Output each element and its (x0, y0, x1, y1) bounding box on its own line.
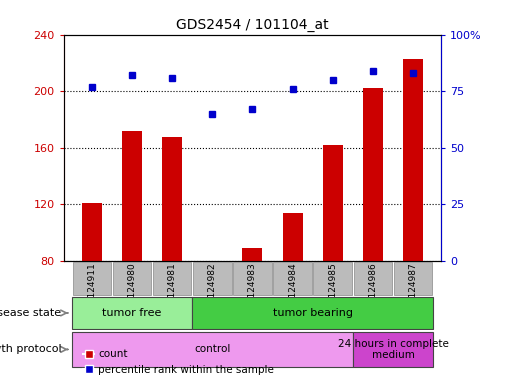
Bar (153, 262, 191, 295)
Text: GSM124980: GSM124980 (127, 263, 136, 317)
Text: growth protocol: growth protocol (0, 344, 61, 354)
Bar (352, 332, 432, 367)
Text: GSM124982: GSM124982 (207, 263, 216, 317)
Bar (322, 145, 342, 374)
Bar (362, 88, 382, 374)
Text: GSM124986: GSM124986 (367, 263, 377, 317)
Text: GSM124984: GSM124984 (288, 263, 297, 317)
Bar (81, 203, 102, 374)
Text: GSM124983: GSM124983 (247, 263, 257, 317)
Bar (72, 332, 352, 367)
Bar (192, 262, 231, 295)
Bar (72, 262, 111, 295)
Bar (72, 297, 192, 328)
Text: GSM124987: GSM124987 (408, 263, 417, 317)
Legend: count, percentile rank within the sample: count, percentile rank within the sample (79, 345, 277, 379)
Bar (233, 262, 271, 295)
Bar (273, 262, 312, 295)
Bar (202, 263, 222, 374)
Text: GSM124981: GSM124981 (167, 263, 176, 317)
Text: GSM124911: GSM124911 (87, 263, 96, 317)
Bar (112, 262, 151, 295)
Text: GSM124985: GSM124985 (328, 263, 336, 317)
Bar (402, 59, 422, 374)
Bar (313, 262, 351, 295)
Text: tumor free: tumor free (102, 308, 161, 318)
Text: 24 hours in complete
medium: 24 hours in complete medium (337, 339, 447, 360)
Bar (353, 262, 391, 295)
Bar (122, 131, 142, 374)
Text: disease state: disease state (0, 308, 61, 318)
Text: tumor bearing: tumor bearing (272, 308, 352, 318)
Bar (192, 297, 432, 328)
Bar (162, 137, 182, 374)
Text: control: control (194, 344, 230, 354)
Bar (393, 262, 432, 295)
Title: GDS2454 / 101104_at: GDS2454 / 101104_at (176, 18, 328, 32)
Bar (242, 248, 262, 374)
Bar (282, 213, 302, 374)
